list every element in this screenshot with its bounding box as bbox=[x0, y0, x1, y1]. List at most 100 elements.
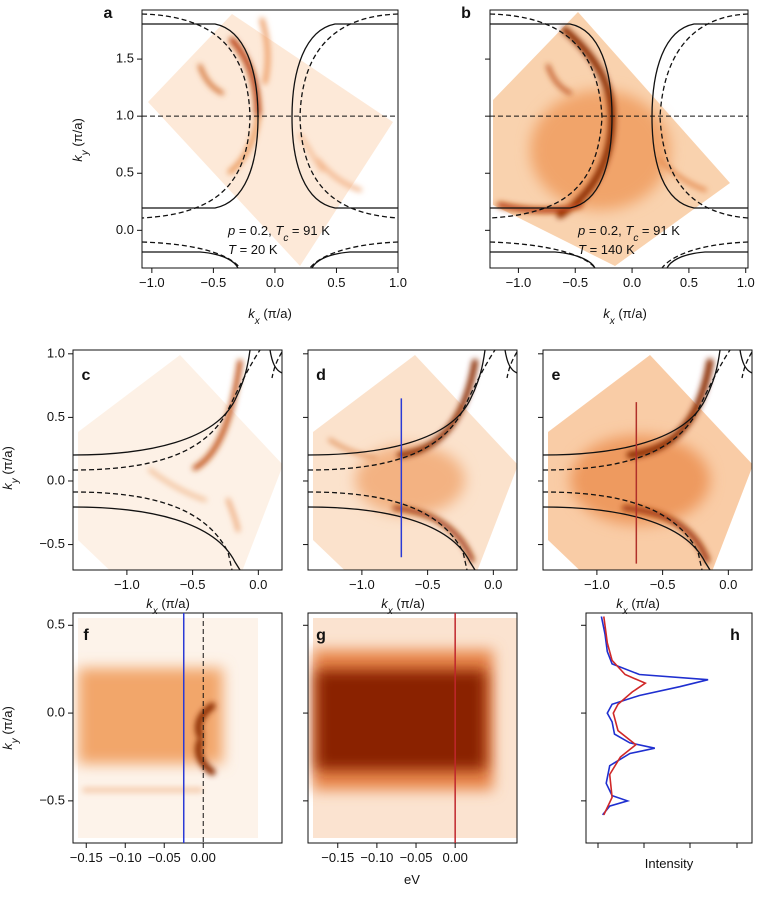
x-tick-label: −0.10 bbox=[360, 850, 393, 865]
plot-frame bbox=[585, 612, 753, 844]
plot-frame bbox=[141, 9, 399, 269]
plot-frame bbox=[307, 612, 518, 844]
x-tick-label: −0.10 bbox=[109, 850, 142, 865]
x-axis-label: eV bbox=[404, 872, 420, 887]
y-axis-label: ky (π/a) bbox=[0, 706, 21, 750]
text-part: = 91 K bbox=[638, 223, 680, 238]
x-tick-label: −0.05 bbox=[400, 850, 433, 865]
x-tick-label: −0.5 bbox=[201, 275, 227, 290]
panel-label: e bbox=[552, 367, 561, 384]
annotation: T = 140 K bbox=[578, 242, 635, 257]
intensity-curve bbox=[600, 616, 709, 816]
panel-label: h bbox=[730, 627, 740, 644]
text-part: T bbox=[625, 223, 634, 238]
x-tick-label: −0.15 bbox=[70, 850, 103, 865]
intensity-map bbox=[490, 12, 748, 268]
intensity-map bbox=[78, 618, 258, 838]
tick-marks bbox=[597, 843, 738, 848]
plot-frame bbox=[307, 349, 518, 571]
x-tick-label: 0.0 bbox=[623, 275, 641, 290]
plot-frame bbox=[72, 349, 283, 571]
panel-label: b bbox=[461, 5, 471, 22]
x-axis-label: kx (π/a) bbox=[616, 596, 660, 617]
x-axis-label: kx (π/a) bbox=[381, 596, 425, 617]
text-part: = 140 K bbox=[586, 242, 635, 257]
x-tick-label: 0.0 bbox=[266, 275, 284, 290]
x-axis-label: Intensity bbox=[645, 856, 694, 871]
x-tick-label: −0.05 bbox=[148, 850, 181, 865]
text-part: (π/a) bbox=[0, 706, 15, 738]
x-tick-label: 0.0 bbox=[719, 577, 737, 592]
x-tick-label: 0.5 bbox=[327, 275, 345, 290]
x-axis-label: kx (π/a) bbox=[603, 306, 647, 327]
text-part: T bbox=[275, 223, 284, 238]
annotation: p = 0.2, Tc = 91 K bbox=[577, 223, 680, 244]
text-part: k bbox=[0, 742, 15, 750]
panel-label: c bbox=[82, 367, 91, 384]
intensity-map bbox=[142, 13, 398, 268]
x-tick-label: 0.0 bbox=[249, 577, 267, 592]
plot-frame bbox=[72, 612, 283, 844]
text-part: p bbox=[227, 223, 235, 238]
x-tick-label: −0.5 bbox=[650, 577, 676, 592]
text-part: x bbox=[387, 606, 394, 617]
text-part: c bbox=[283, 233, 288, 244]
intensity-map bbox=[313, 618, 517, 838]
text-part: c bbox=[633, 233, 638, 244]
text-part: = 91 K bbox=[288, 223, 330, 238]
text-part: eV bbox=[404, 872, 420, 887]
x-tick-label: −1.0 bbox=[139, 275, 165, 290]
text-part: = 0.2, bbox=[585, 223, 625, 238]
y-tick-label: 1.0 bbox=[47, 345, 65, 360]
text-part: (π/a) bbox=[628, 596, 660, 611]
y-tick-label: 0.5 bbox=[116, 165, 134, 180]
text-part: k bbox=[0, 482, 15, 490]
text-part: y bbox=[10, 737, 21, 744]
x-axis-label: kx (π/a) bbox=[248, 306, 292, 327]
panel-label: d bbox=[316, 367, 326, 384]
panel-label: a bbox=[104, 5, 113, 22]
text-part: (π/a) bbox=[260, 306, 292, 321]
x-tick-label: −0.15 bbox=[321, 850, 354, 865]
plot-frame bbox=[542, 349, 753, 571]
x-tick-label: 1.0 bbox=[737, 275, 755, 290]
text-part: x bbox=[254, 316, 261, 327]
x-tick-label: 0.5 bbox=[680, 275, 698, 290]
intensity-map bbox=[73, 350, 282, 570]
text-part: (π/a) bbox=[393, 596, 425, 611]
text-part: Intensity bbox=[645, 856, 694, 871]
intensity-map bbox=[543, 350, 752, 570]
intensity-map bbox=[308, 350, 517, 570]
x-tick-label: −0.5 bbox=[415, 577, 441, 592]
annotation: p = 0.2, Tc = 91 K bbox=[227, 223, 330, 244]
text-part: (π/a) bbox=[615, 306, 647, 321]
text-part: k bbox=[616, 596, 624, 611]
text-part: k bbox=[603, 306, 611, 321]
y-axis-label: ky (π/a) bbox=[70, 118, 91, 162]
y-tick-label: 0.0 bbox=[47, 472, 65, 487]
x-tick-label: −1.0 bbox=[349, 577, 375, 592]
y-tick-label: 0.0 bbox=[116, 222, 134, 237]
text-part: T bbox=[228, 242, 237, 257]
text-part: k bbox=[248, 306, 256, 321]
y-tick-label: 1.0 bbox=[116, 108, 134, 123]
annotation: T = 20 K bbox=[228, 242, 278, 257]
text-part: k bbox=[146, 596, 154, 611]
text-part: (π/a) bbox=[0, 446, 15, 478]
x-axis-label: kx (π/a) bbox=[146, 596, 190, 617]
text-part: = 0.2, bbox=[235, 223, 275, 238]
text-part: y bbox=[10, 477, 21, 484]
y-tick-label: 0.5 bbox=[47, 409, 65, 424]
text-part: k bbox=[381, 596, 389, 611]
panel-label: g bbox=[316, 627, 326, 644]
intensity-curve bbox=[603, 616, 647, 816]
x-tick-label: 0.00 bbox=[191, 850, 216, 865]
plot-frame bbox=[489, 9, 749, 269]
text-part: x bbox=[609, 316, 616, 327]
text-part: = 20 K bbox=[236, 242, 278, 257]
y-tick-label: 0.0 bbox=[47, 705, 65, 720]
text-part: k bbox=[70, 154, 85, 162]
text-part: y bbox=[80, 149, 91, 156]
x-tick-label: −1.0 bbox=[114, 577, 140, 592]
